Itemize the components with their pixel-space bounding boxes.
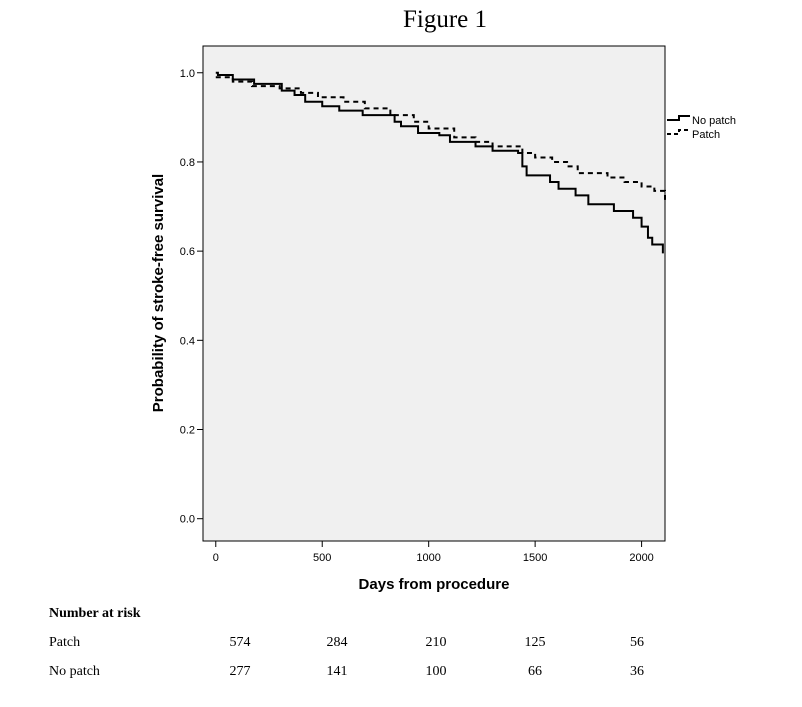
- figure-title: Figure 1: [402, 6, 488, 33]
- risk-cell: 141: [326, 664, 348, 679]
- risk-cell: 284: [326, 635, 348, 650]
- legend-swatch: [667, 129, 690, 135]
- legend-swatch: [667, 115, 690, 121]
- y-tick-label: 0.2: [180, 425, 195, 437]
- risk-cell: 277: [229, 664, 251, 679]
- y-tick-label: 0.4: [180, 335, 195, 347]
- legend-label: Patch: [692, 129, 720, 141]
- y-axis: 0.0 0.2 0.4 0.6 0.8 1.0: [180, 68, 203, 526]
- y-axis-label: Probability of stroke-free survival: [150, 174, 167, 412]
- y-tick-label: 0.0: [180, 514, 195, 526]
- y-tick-label: 1.0: [180, 68, 195, 80]
- risk-cell: 66: [528, 664, 542, 679]
- x-tick-label: 1500: [523, 552, 547, 564]
- legend-label: No patch: [692, 115, 736, 127]
- risk-table-header: Number at risk: [49, 606, 141, 621]
- x-axis: 0 500 1000 1500 2000: [213, 541, 654, 564]
- risk-cell: 100: [425, 664, 447, 679]
- x-tick-label: 2000: [629, 552, 653, 564]
- series-line-patch: [215, 76, 666, 200]
- x-axis-label: Days from procedure: [359, 576, 510, 593]
- risk-cell: 574: [229, 635, 251, 650]
- x-tick-label: 1000: [416, 552, 440, 564]
- risk-cell: 125: [524, 635, 546, 650]
- x-tick-label: 0: [213, 552, 219, 564]
- survival-chart: 0.0 0.2 0.4 0.6 0.8 1.0 0 500 1000 1500 2000 No p…: [150, 45, 736, 593]
- y-tick-label: 0.8: [180, 157, 195, 169]
- risk-row-label: Patch: [49, 635, 81, 650]
- survival-curves: [215, 71, 666, 254]
- y-tick-label: 0.6: [180, 246, 195, 258]
- risk-cell: 210: [425, 635, 447, 650]
- risk-row-label: No patch: [49, 664, 100, 679]
- plot-area: [202, 45, 666, 542]
- legend: No patch Patch: [667, 115, 736, 141]
- x-tick-label: 500: [313, 552, 331, 564]
- risk-cell: 36: [630, 664, 644, 679]
- risk-cell: 56: [630, 635, 644, 650]
